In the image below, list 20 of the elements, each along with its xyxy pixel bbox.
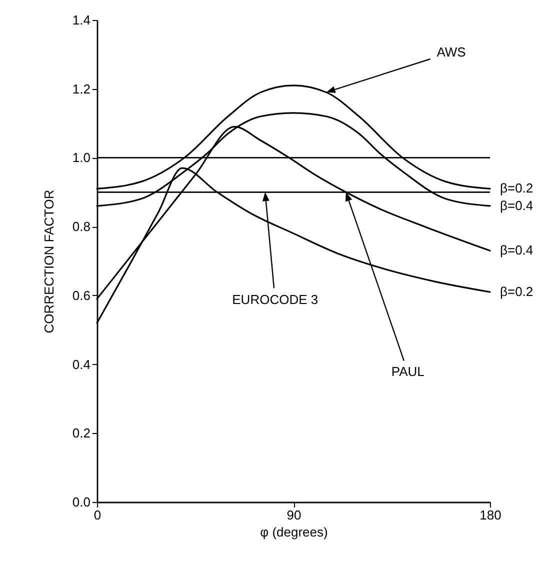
y-tick-label: 0.4 (72, 356, 90, 372)
y-tick-label: 0.8 (72, 219, 90, 234)
y-axis-title: CORRECTION FACTOR (41, 190, 56, 334)
y-tick-label: 0.6 (72, 288, 90, 303)
annotation: EUROCODE 3 (232, 292, 318, 308)
y-tick-label: 1.4 (72, 12, 90, 28)
y-tick-label: 0.2 (72, 426, 90, 441)
y-tick-label: 1.0 (72, 150, 90, 166)
annotation: PAUL (391, 364, 424, 380)
series-label: β=0.4 (500, 242, 534, 258)
y-tick-label: 0.0 (72, 494, 90, 510)
x-tick-label: 0 (94, 508, 102, 522)
x-axis-title: φ (degrees) (260, 524, 328, 540)
x-tick-label: 90 (286, 508, 302, 522)
y-tick-label: 1.2 (72, 81, 90, 96)
x-tick-label: 180 (480, 508, 502, 522)
series-label: β=0.4 (500, 198, 534, 213)
series-label: β=0.2 (500, 180, 534, 196)
series-label: β=0.2 (500, 284, 534, 299)
annotation: AWS (436, 44, 466, 60)
